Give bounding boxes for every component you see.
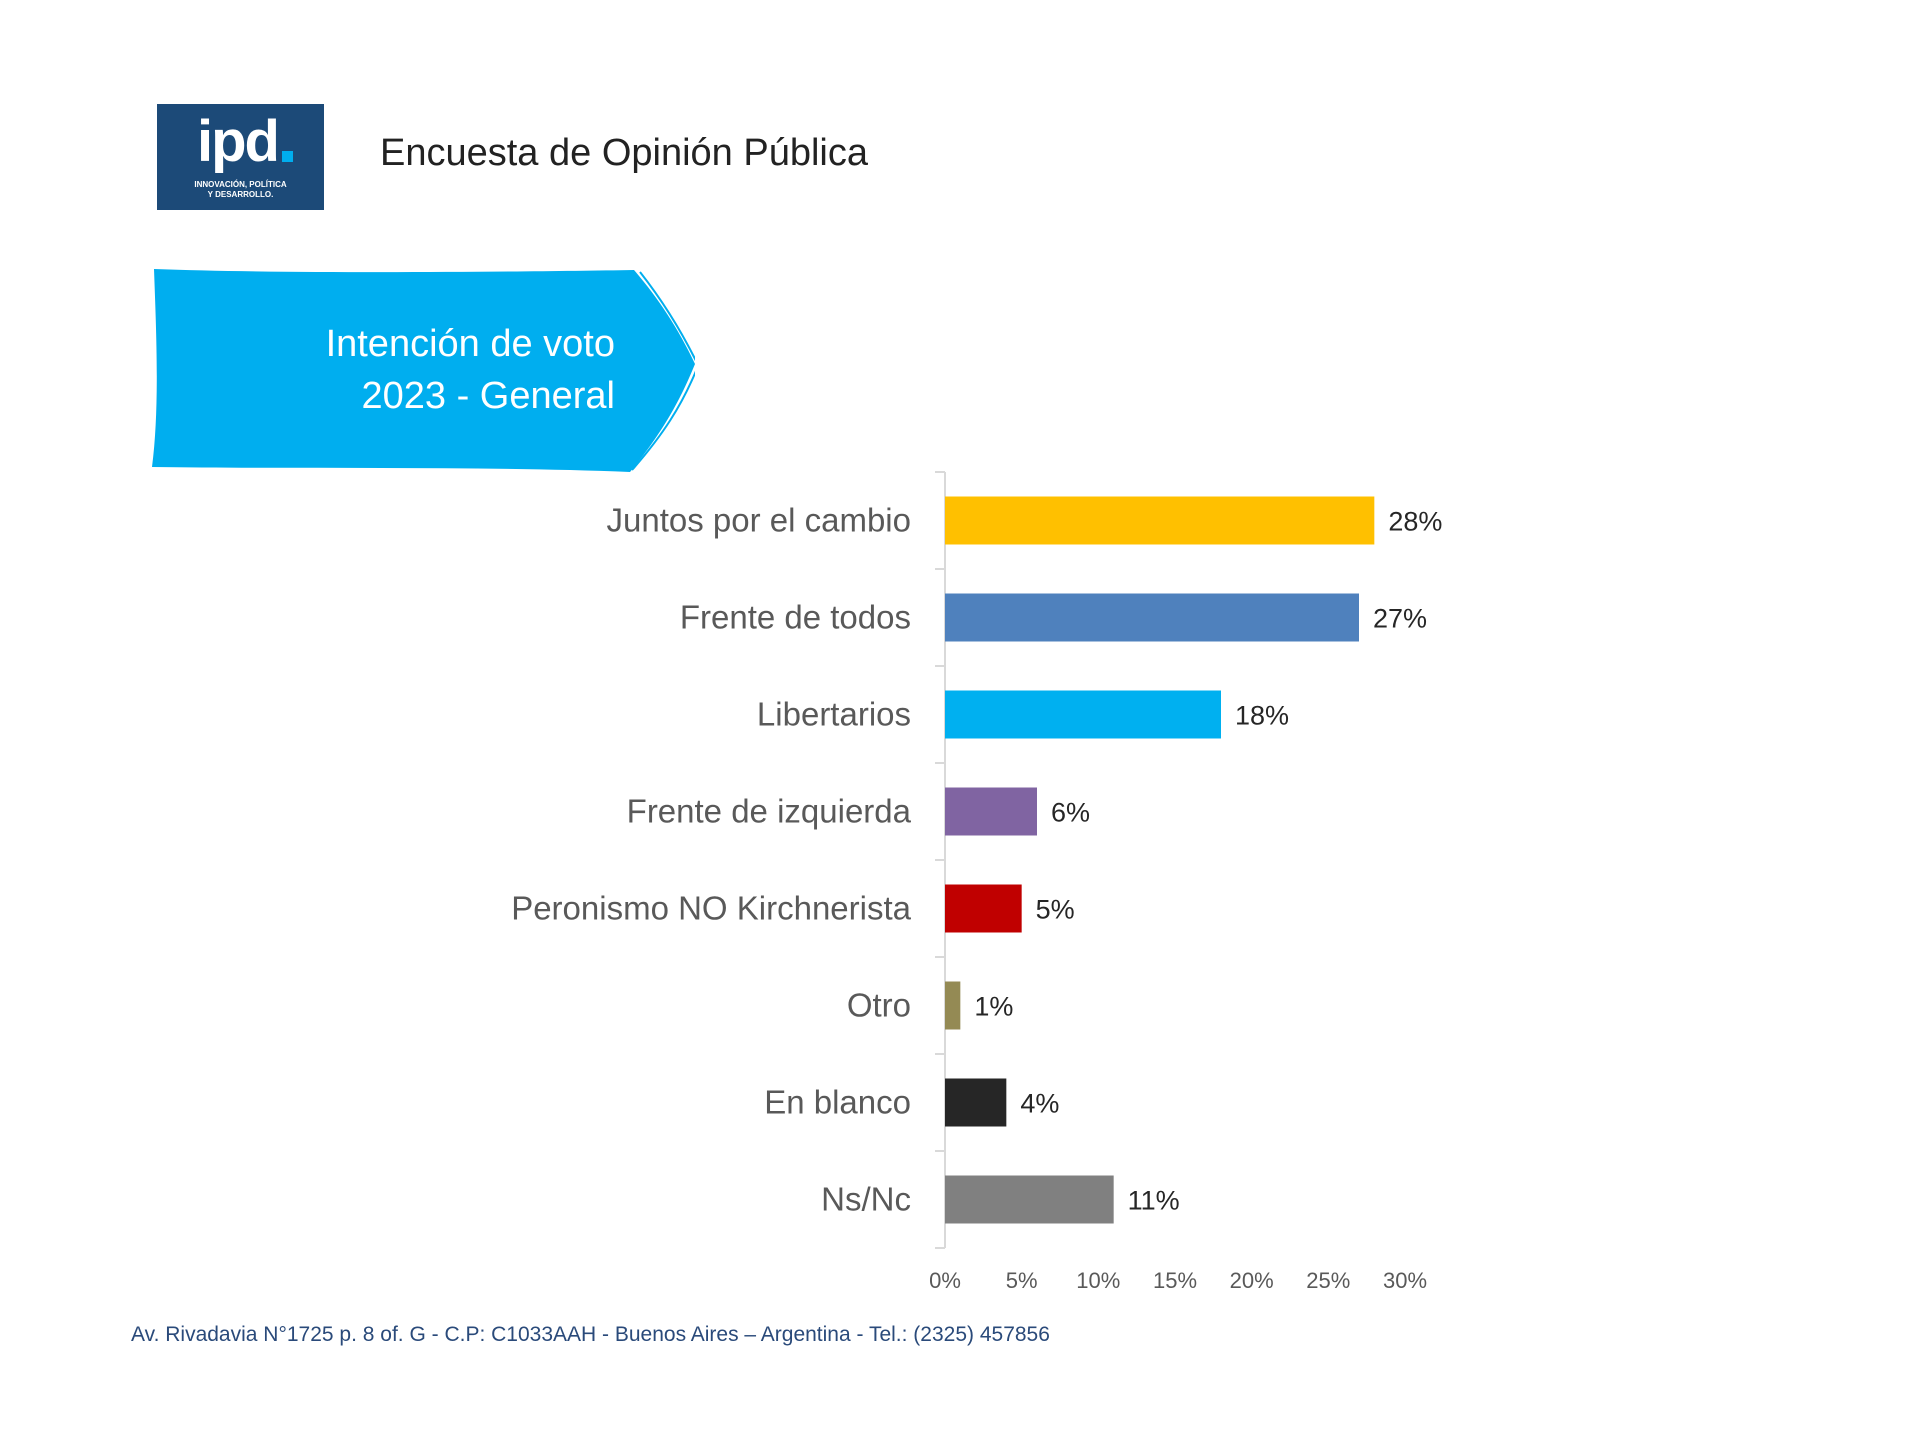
category-label: Juntos por el cambio (607, 502, 912, 539)
category-label: En blanco (764, 1084, 911, 1121)
logo-tagline: INNOVACIÓN, POLÍTICA Y DESARROLLO. (157, 180, 324, 200)
logo-tagline-line-2: Y DESARROLLO. (207, 190, 274, 199)
data-label: 27% (1373, 604, 1427, 634)
bar (945, 1078, 1007, 1127)
page-title: Encuesta de Opinión Pública (380, 132, 868, 174)
data-label: 11% (1128, 1186, 1180, 1216)
ipd-logo: ipd INNOVACIÓN, POLÍTICA Y DESARROLLO. (157, 104, 324, 210)
x-tick-label: 10% (1076, 1268, 1120, 1293)
category-label: Libertarios (757, 696, 911, 733)
x-tick-label: 15% (1153, 1268, 1197, 1293)
bar (945, 496, 1375, 545)
category-label: Ns/Nc (821, 1181, 911, 1218)
chart-title-line-2: 2023 - General (361, 375, 616, 417)
data-label: 6% (1051, 798, 1090, 828)
bar (945, 593, 1359, 642)
category-label: Peronismo NO Kirchnerista (511, 890, 911, 927)
bar (945, 884, 1022, 933)
data-label: 5% (1036, 895, 1075, 925)
footer-address: Av. Rivadavia N°1725 p. 8 of. G - C.P: C… (131, 1323, 1050, 1346)
data-label: 4% (1020, 1089, 1059, 1119)
bar (945, 787, 1037, 836)
x-tick-label: 5% (1006, 1268, 1038, 1293)
category-label: Otro (847, 987, 911, 1024)
data-label: 1% (974, 992, 1013, 1022)
bar (945, 981, 961, 1030)
x-tick-label: 20% (1230, 1268, 1274, 1293)
category-label: Frente de izquierda (627, 793, 912, 830)
chart-title-line-1: Intención de voto (325, 323, 615, 365)
logo-wordmark: ipd (197, 109, 280, 174)
logo-dot (282, 151, 293, 162)
title-banner-shape (152, 269, 695, 472)
chart-title: Intención de voto 2023 - General (150, 318, 615, 422)
x-tick-label: 30% (1383, 1268, 1427, 1293)
data-label: 18% (1235, 701, 1289, 731)
x-tick-label: 0% (929, 1268, 961, 1293)
bar (945, 690, 1221, 739)
category-label: Frente de todos (680, 599, 911, 636)
bar (945, 1175, 1114, 1224)
bar-chart: Juntos por el cambio 28% Frente de todos 27… (511, 471, 1442, 1293)
x-tick-label: 25% (1306, 1268, 1350, 1293)
logo-tagline-line-1: INNOVACIÓN, POLÍTICA (194, 180, 287, 189)
data-label: 28% (1388, 507, 1442, 537)
